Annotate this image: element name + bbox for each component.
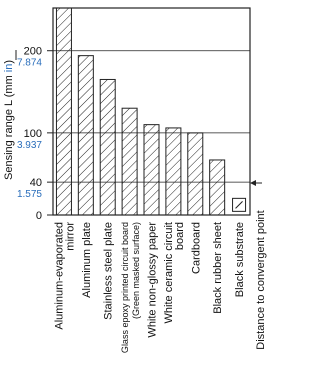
y-label-close: ) [3, 60, 15, 64]
bar [55, 7, 72, 216]
x-tick-label: Cardboard [190, 222, 202, 274]
bar [187, 132, 204, 216]
bar [209, 159, 226, 216]
annotation: Distance to convergent point [255, 210, 267, 349]
y-tick-label: 0 [36, 210, 42, 222]
bar [165, 127, 182, 216]
y-tick-inch-label: 3.937 [17, 140, 42, 151]
x-tick-label: White ceramic circuit [163, 222, 175, 323]
x-tick-label: mirror [64, 222, 76, 251]
y-tick-inch-label: 7.874 [17, 58, 42, 69]
x-tick-label: Black rubber sheet [212, 222, 224, 314]
x-tick-label: Glass epoxy printed circuit board [120, 222, 130, 353]
x-tick-label: board [174, 222, 186, 250]
bar [99, 78, 116, 216]
y-axis-label: Sensing range L (mm in) [3, 60, 15, 180]
bar [77, 55, 94, 216]
x-tick-label: Black substrate [234, 222, 246, 297]
bar [143, 124, 160, 216]
y-tick-label: 40 [30, 177, 42, 189]
bar-box-diag [235, 201, 243, 209]
x-tick-label: Stainless steel plate [103, 222, 115, 320]
annotation-arrow [250, 180, 256, 186]
y-tick-label: 200 [24, 46, 42, 58]
y-tick-inch-label: 1.575 [17, 189, 42, 200]
x-tick-label: Aluminum-evaporated [53, 222, 65, 330]
x-tick-label: Aluminum plate [81, 222, 93, 298]
y-label-unit: in [3, 64, 15, 73]
x-tick-label: White non-glossy paper [147, 222, 159, 338]
x-tick-label: (Green masked surface) [131, 222, 141, 319]
chart: Sensing range L (mm in) Distance to conve… [3, 7, 267, 353]
y-tick-label: 100 [24, 128, 42, 140]
y-label-text: Sensing range L (mm [3, 75, 15, 180]
bar [121, 107, 138, 216]
